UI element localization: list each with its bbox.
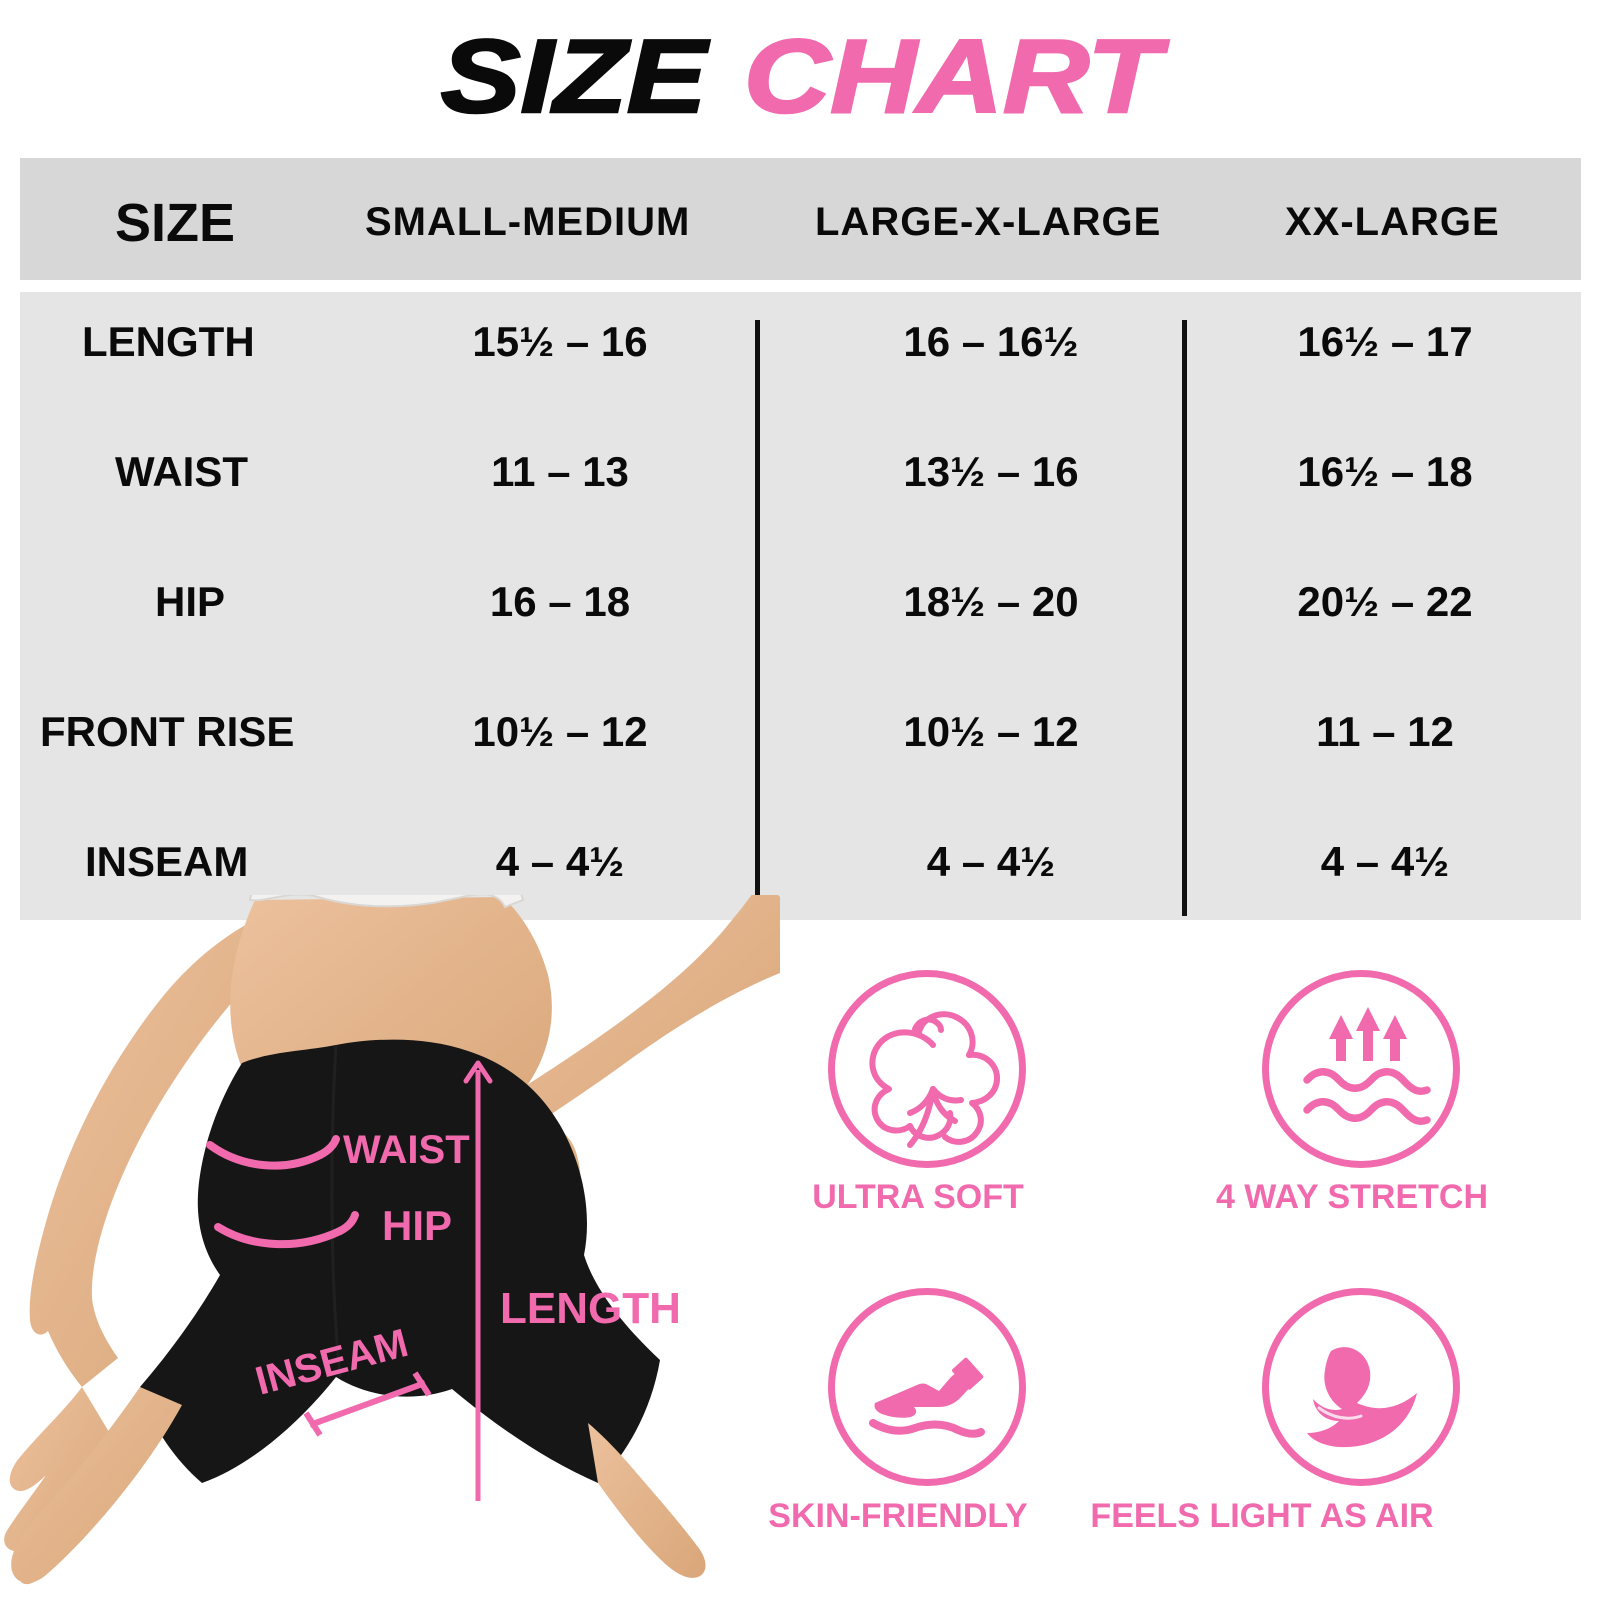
svg-text:LENGTH: LENGTH: [500, 1284, 681, 1333]
svg-text:WAIST: WAIST: [343, 1128, 470, 1172]
svg-text:HIP: HIP: [382, 1202, 452, 1249]
